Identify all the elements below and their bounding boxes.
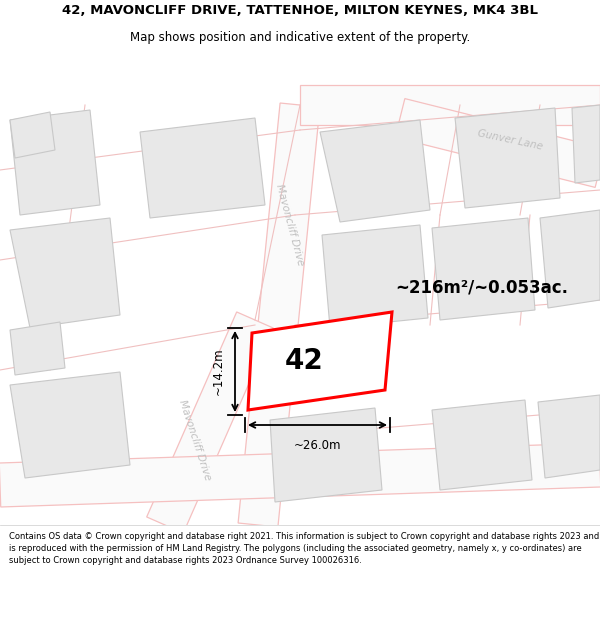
Text: 42, MAVONCLIFF DRIVE, TATTENHOE, MILTON KEYNES, MK4 3BL: 42, MAVONCLIFF DRIVE, TATTENHOE, MILTON … bbox=[62, 4, 538, 18]
Polygon shape bbox=[455, 108, 560, 208]
Text: ~14.2m: ~14.2m bbox=[212, 348, 225, 396]
Polygon shape bbox=[146, 312, 274, 533]
Text: Map shows position and indicative extent of the property.: Map shows position and indicative extent… bbox=[130, 31, 470, 44]
Polygon shape bbox=[248, 312, 392, 410]
Polygon shape bbox=[10, 218, 120, 328]
Text: ~216m²/~0.053ac.: ~216m²/~0.053ac. bbox=[395, 279, 568, 297]
Polygon shape bbox=[320, 120, 430, 222]
Polygon shape bbox=[10, 110, 100, 215]
Polygon shape bbox=[10, 112, 55, 158]
Text: Mavoncliff Drive: Mavoncliff Drive bbox=[274, 183, 306, 267]
Polygon shape bbox=[322, 225, 428, 328]
Polygon shape bbox=[432, 218, 535, 320]
Polygon shape bbox=[395, 99, 600, 188]
Text: Gunver Lane: Gunver Lane bbox=[476, 128, 544, 152]
Polygon shape bbox=[140, 118, 265, 218]
Text: Contains OS data © Crown copyright and database right 2021. This information is : Contains OS data © Crown copyright and d… bbox=[9, 532, 599, 564]
Polygon shape bbox=[10, 322, 65, 375]
Polygon shape bbox=[300, 85, 600, 125]
Polygon shape bbox=[572, 105, 600, 183]
Text: Mavoncliff Drive: Mavoncliff Drive bbox=[177, 399, 213, 481]
Polygon shape bbox=[538, 395, 600, 478]
Polygon shape bbox=[0, 443, 600, 507]
Polygon shape bbox=[432, 400, 532, 490]
Polygon shape bbox=[540, 210, 600, 308]
Polygon shape bbox=[270, 408, 382, 502]
Text: 42: 42 bbox=[285, 348, 323, 375]
Text: ~26.0m: ~26.0m bbox=[294, 439, 341, 452]
Polygon shape bbox=[238, 103, 320, 527]
Polygon shape bbox=[10, 372, 130, 478]
